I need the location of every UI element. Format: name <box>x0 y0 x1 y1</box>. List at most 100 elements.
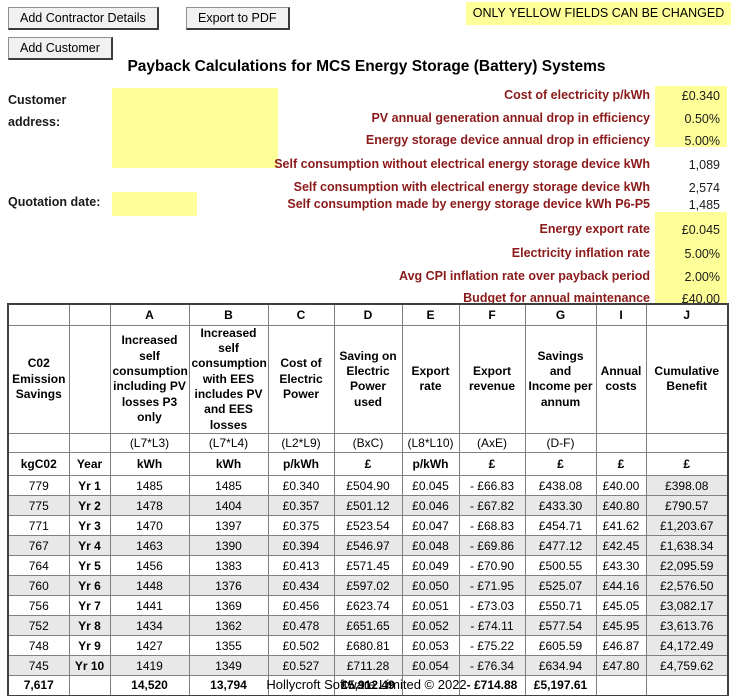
editable-values-block-top <box>655 86 727 147</box>
column-header: Annual costs <box>595 324 647 435</box>
table-cell: 748 <box>7 635 70 657</box>
column-header: Cost of Electric Power <box>267 324 335 435</box>
table-cell: £42.45 <box>595 535 647 557</box>
table-cell: 745 <box>7 655 70 677</box>
formula-label: (L7*L4) <box>188 433 269 454</box>
table-cell: £46.87 <box>595 635 647 657</box>
totals-cell: £5,197.61 <box>524 675 597 696</box>
field-label: Self consumption with electrical energy … <box>293 180 650 194</box>
table-cell: 1478 <box>109 495 190 517</box>
table-cell: - £73.03 <box>458 595 526 617</box>
table-cell: £634.94 <box>524 655 597 677</box>
totals-cell: £5,912.49 <box>333 675 403 696</box>
unit-label: p/kWh <box>401 452 460 477</box>
table-cell: 752 <box>7 615 70 637</box>
table-cell: 1485 <box>109 475 190 497</box>
table-row: 767 Yr 4 1463 1390 £0.394 £546.97 £0.048- £69.… <box>7 535 729 557</box>
table-cell: Yr 4 <box>68 535 111 557</box>
editable-field-value[interactable]: 5.00% <box>684 134 720 148</box>
table-cell: £4,759.62 <box>645 655 729 677</box>
customer-address-input[interactable] <box>112 88 278 168</box>
column-header <box>68 324 111 435</box>
table-cell: 1463 <box>109 535 190 557</box>
table-cell: £0.375 <box>267 515 335 537</box>
column-header: Savings and Income per annum <box>524 324 597 435</box>
totals-cell: 13,794 <box>188 675 269 696</box>
editable-field-value[interactable]: 5.00% <box>684 247 720 261</box>
table-cell: - £75.22 <box>458 635 526 657</box>
table-cell: - £74.11 <box>458 615 526 637</box>
formula-label: (BxC) <box>333 433 403 454</box>
table-cell: - £71.95 <box>458 575 526 597</box>
customer-address-label: Customer address: <box>8 93 67 129</box>
editable-field-value[interactable]: £40.00 <box>681 292 720 306</box>
column-header: Increased self consumption with EES incl… <box>188 324 269 435</box>
column-letter-G: G <box>524 303 597 326</box>
table-cell: £0.049 <box>401 555 460 577</box>
table-row: 752 Yr 8 1434 1362 £0.478 £651.65 £0.052- £74.… <box>7 615 729 637</box>
field-label: Budget for annual maintenance <box>463 291 650 305</box>
table-cell: Yr 5 <box>68 555 111 577</box>
editable-field-value[interactable]: 0.50% <box>684 112 720 126</box>
table-cell: £3,082.17 <box>645 595 729 617</box>
editable-field-value[interactable]: 2.00% <box>684 270 720 284</box>
table-cell: £546.97 <box>333 535 403 557</box>
table-cell: £0.050 <box>401 575 460 597</box>
editable-values-block-bottom <box>655 212 727 303</box>
column-letter-B: B <box>188 303 269 326</box>
table-cell: £0.054 <box>401 655 460 677</box>
add-contractor-details-button[interactable]: Add Contractor Details <box>8 7 159 30</box>
table-row: 779 Yr 1 1485 1485 £0.340 £504.90 £0.045- £66.… <box>7 475 729 497</box>
column-header: Increased self consumption including PV … <box>109 324 190 435</box>
table-cell: Yr 9 <box>68 635 111 657</box>
table-cell: £0.047 <box>401 515 460 537</box>
table-cell: £0.340 <box>267 475 335 497</box>
unit-label: kgC02 <box>7 452 70 477</box>
editable-field-value[interactable]: £0.340 <box>681 89 720 103</box>
yellow-fields-notice: ONLY YELLOW FIELDS CAN BE CHANGED <box>466 2 731 25</box>
table-cell: 1485 <box>188 475 269 497</box>
table-cell: £0.394 <box>267 535 335 557</box>
table-cell: £500.55 <box>524 555 597 577</box>
table-cell: £41.62 <box>595 515 647 537</box>
computed-field-value: 2,574 <box>688 181 720 195</box>
column-letter-I: I <box>595 303 647 326</box>
table-cell: 1456 <box>109 555 190 577</box>
payback-table: A B C D E F G I J C02 Emission Savings Increased s… <box>7 303 729 696</box>
table-cell: 1383 <box>188 555 269 577</box>
field-label: Avg CPI inflation rate over payback peri… <box>399 269 650 283</box>
column-letter-F: F <box>458 303 526 326</box>
column-header: Cumulative Benefit <box>645 324 729 435</box>
formula-label <box>645 433 729 454</box>
table-cell: 1369 <box>188 595 269 617</box>
table-cell: - £76.34 <box>458 655 526 677</box>
table-cell: Yr 3 <box>68 515 111 537</box>
table-row: 756 Yr 7 1441 1369 £0.456 £623.74 £0.051- £73.… <box>7 595 729 617</box>
column-letter-J: J <box>645 303 729 326</box>
column-header: Export revenue <box>458 324 526 435</box>
table-cell: £504.90 <box>333 475 403 497</box>
table-cell: £550.71 <box>524 595 597 617</box>
table-cell: 771 <box>7 515 70 537</box>
table-cell: £477.12 <box>524 535 597 557</box>
table-cell: 1441 <box>109 595 190 617</box>
add-customer-button[interactable]: Add Customer <box>8 37 113 60</box>
table-cell: £45.05 <box>595 595 647 617</box>
table-cell: £3,613.76 <box>645 615 729 637</box>
field-label: Energy export rate <box>539 222 650 236</box>
formula-label: (AxE) <box>458 433 526 454</box>
column-letter-C: C <box>267 303 335 326</box>
table-cell: £40.00 <box>595 475 647 497</box>
table-cell: 1427 <box>109 635 190 657</box>
table-cell: - £70.90 <box>458 555 526 577</box>
table-cell: £0.527 <box>267 655 335 677</box>
table-cell: 764 <box>7 555 70 577</box>
field-label: Cost of electricity p/kWh <box>504 88 650 102</box>
table-cell: 756 <box>7 595 70 617</box>
unit-label: £ <box>458 452 526 477</box>
table-cell: Yr 1 <box>68 475 111 497</box>
quotation-date-input[interactable] <box>112 192 197 216</box>
export-to-pdf-button[interactable]: Export to PDF <box>186 7 290 30</box>
table-cell: £45.95 <box>595 615 647 637</box>
editable-field-value[interactable]: £0.045 <box>681 223 720 237</box>
